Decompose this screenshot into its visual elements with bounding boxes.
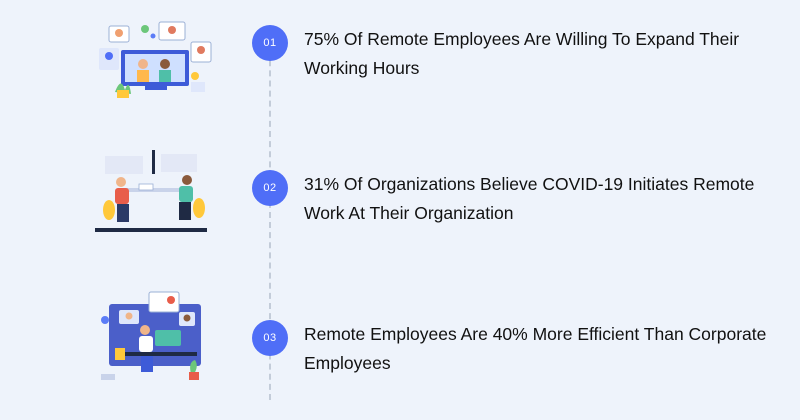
stat-text-2: 31% Of Organizations Believe COVID-19 In… — [304, 174, 755, 223]
stat-text-1: 75% Of Remote Employees Are Willing To E… — [304, 29, 740, 78]
stat-row-3: 03 Remote Employees Are 40% More Efficie… — [0, 290, 800, 420]
stat-text-3: Remote Employees Are 40% More Efficient … — [304, 324, 767, 373]
stat-row-2: 02 31% Of Organizations Believe COVID-19… — [0, 145, 800, 275]
timeline-line — [269, 40, 271, 400]
step-badge-03: 03 — [252, 320, 288, 356]
step-badge-02: 02 — [252, 170, 288, 206]
stat-row-1: 01 75% Of Remote Employees Are Willing T… — [0, 0, 800, 130]
remote-worker-desk-illustration — [95, 290, 215, 386]
two-people-meeting-illustration — [95, 150, 215, 246]
step-badge-01: 01 — [252, 25, 288, 61]
video-conference-illustration — [95, 20, 215, 116]
